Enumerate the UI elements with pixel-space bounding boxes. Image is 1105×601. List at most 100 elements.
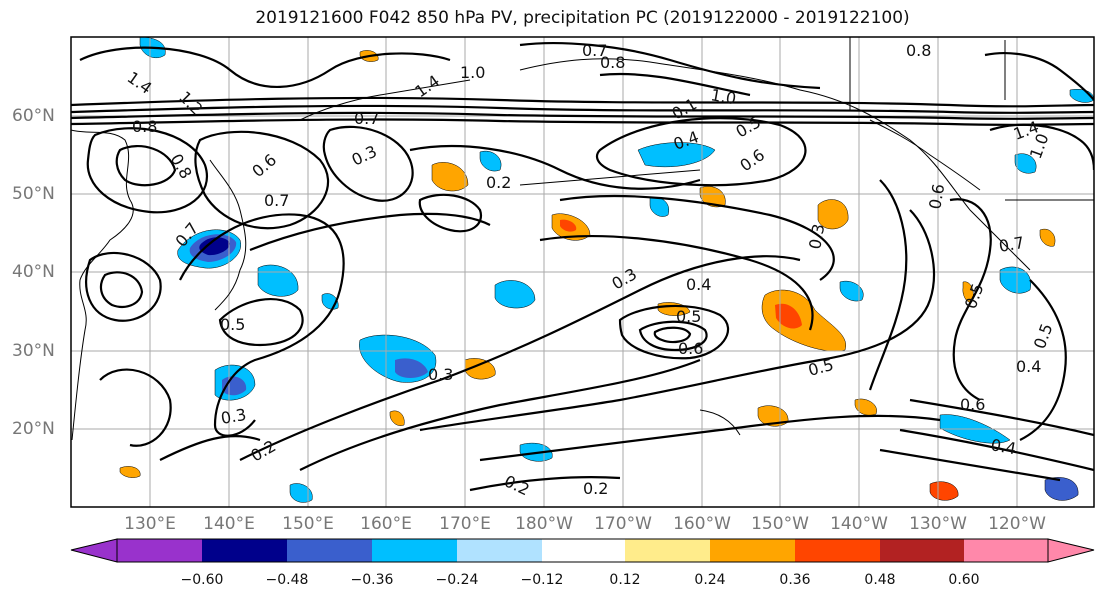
lon-label: 160°W — [673, 514, 731, 534]
colorbar-swatch — [625, 539, 710, 562]
contour-label: 0.6 — [960, 395, 985, 414]
contour-label: 0.2 — [501, 471, 532, 499]
lon-label: 150°E — [282, 514, 334, 534]
lat-label: 40°N — [12, 262, 55, 282]
contour-label: 0.2 — [583, 479, 608, 498]
colorbar-swatch — [710, 539, 795, 562]
colorbar — [70, 538, 1095, 563]
contour-label: 0.7 — [264, 191, 289, 210]
shading-blue-8 — [999, 266, 1032, 294]
contour-label: 0.5 — [220, 315, 245, 334]
lon-label: 160°E — [360, 514, 412, 534]
shading-blue-7 — [1044, 477, 1079, 501]
contour-label: 0.8 — [906, 41, 931, 60]
shading-orange-12 — [119, 466, 141, 478]
lat-label: 20°N — [12, 419, 55, 439]
shading-red-3 — [560, 219, 577, 232]
contour-label: 0.3 — [219, 405, 247, 428]
contour-label: 0.6 — [248, 150, 280, 181]
colorbar-tick-label: 0.60 — [948, 572, 980, 588]
colorbar-swatch — [542, 539, 625, 562]
contour-label: 0.4 — [1016, 357, 1041, 376]
contour-label: 0.3 — [428, 365, 453, 384]
colorbar-low-extension — [70, 538, 118, 563]
contour-label: 0.5 — [1030, 321, 1057, 351]
colorbar-swatch — [202, 539, 287, 562]
shading-orange-9 — [929, 481, 959, 501]
shading-blue-1 — [359, 334, 437, 383]
contour-label: 1.0 — [709, 85, 737, 108]
contour-label: 1.4 — [124, 68, 156, 98]
contour-label: 0.7 — [582, 41, 607, 60]
colorbar-tick-label: 0.36 — [779, 572, 811, 588]
lon-label: 130°E — [124, 514, 176, 534]
colorbar-swatch — [795, 539, 880, 562]
colorbar-tick-label: −0.60 — [180, 572, 224, 588]
map-frame — [70, 36, 1095, 508]
shading-blue-12 — [479, 150, 502, 172]
lon-label: 130°W — [909, 514, 967, 534]
shading-blue-3 — [257, 264, 299, 297]
colorbar-swatch — [372, 539, 457, 562]
lat-label: 30°N — [12, 341, 55, 361]
contour-label: 0.6 — [925, 182, 948, 210]
colorbar-tick-label: −0.36 — [350, 572, 394, 588]
shading-orange-8 — [854, 398, 877, 416]
shading-orange-4 — [431, 162, 469, 192]
shading-orange-13 — [1039, 228, 1056, 247]
contour-label: 0.5 — [676, 307, 701, 326]
colorbar-swatch — [880, 539, 964, 562]
shading-blue-9 — [1014, 153, 1037, 174]
contour-label: 0.6 — [678, 339, 703, 358]
colorbar-tick-label: 0.48 — [864, 572, 896, 588]
contour-label: 0.4 — [989, 435, 1017, 458]
lon-label: 180°W — [515, 514, 573, 534]
shading-navy-core — [199, 237, 230, 256]
contour-label: 1.0 — [460, 63, 485, 82]
contour-label: 0.2 — [486, 173, 511, 192]
colorbar-tick-label: 0.24 — [694, 572, 726, 588]
coastlines — [71, 37, 1094, 441]
map-title: 2019121600 F042 850 hPa PV, precipitatio… — [255, 8, 910, 28]
colorbar-high-extension — [1047, 538, 1095, 563]
contour-label: 0.3 — [349, 142, 380, 170]
colorbar-tick-label: 0.12 — [609, 572, 641, 588]
lon-label: 140°W — [830, 514, 888, 534]
colorbar-swatch — [117, 539, 202, 562]
colorbar-tick-label: −0.48 — [265, 572, 309, 588]
contour-label: 0.3 — [805, 222, 828, 250]
contour-label: 0.5 — [806, 355, 836, 380]
shading-blue-13 — [649, 197, 670, 217]
contour-label: 0.8 — [132, 117, 157, 136]
colorbar-tick-label: −0.24 — [435, 572, 479, 588]
pv-contours — [71, 42, 1094, 492]
lat-label: 50°N — [12, 184, 55, 204]
shading-blue-5 — [637, 142, 716, 168]
lon-label: 140°E — [203, 514, 255, 534]
shading-blue-10 — [839, 280, 864, 302]
shading-orange-15 — [962, 281, 974, 303]
shading-blue-16 — [289, 483, 313, 503]
contour-label: 1.4 — [411, 71, 443, 101]
contour-label: 0.7 — [354, 109, 379, 128]
shading-orange-14 — [389, 410, 405, 426]
contour-label: 0.6 — [736, 145, 768, 175]
contour-label: 0.2 — [248, 436, 280, 465]
shading-orange-2 — [817, 199, 849, 230]
shading-blue-1-core — [395, 358, 428, 378]
colorbar-swatch — [964, 539, 1048, 562]
shading-blue-4 — [494, 280, 536, 309]
lon-label: 120°W — [988, 514, 1046, 534]
shading-red-1 — [775, 303, 802, 329]
shading-orange-6 — [464, 358, 496, 380]
lat-label: 60°N — [12, 106, 55, 126]
colorbar-swatch — [287, 539, 372, 562]
lon-label: 150°W — [751, 514, 809, 534]
contour-label: 0.8 — [600, 53, 625, 72]
contour-label: 0.7 — [997, 233, 1025, 256]
lon-label: 170°E — [439, 514, 491, 534]
colorbar-tick-label: −0.12 — [520, 572, 564, 588]
contour-label: 0.4 — [686, 275, 711, 294]
shading-orange-1 — [761, 289, 847, 352]
